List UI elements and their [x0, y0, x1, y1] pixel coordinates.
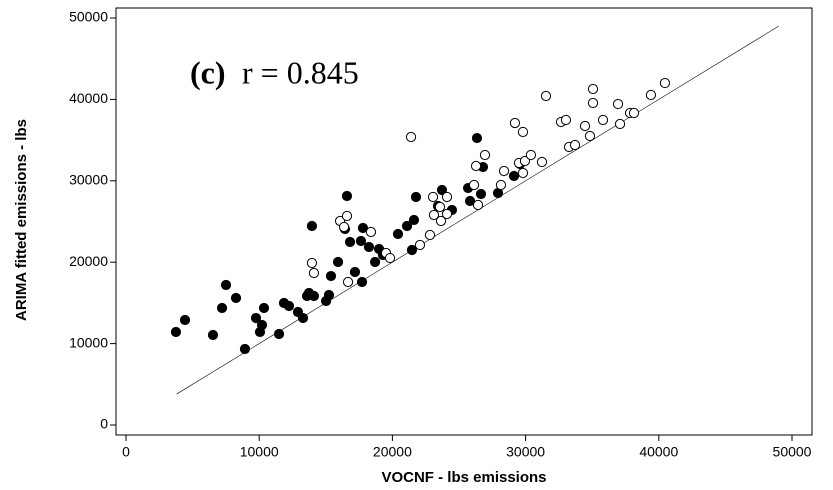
open-point: [424, 229, 436, 241]
open-point: [509, 117, 521, 129]
open-point: [587, 83, 599, 95]
y-tick-label: 10000: [69, 334, 108, 350]
x-tick-label: 0: [122, 444, 130, 460]
filled-point: [216, 302, 228, 314]
y-tick-label: 20000: [69, 253, 108, 269]
filled-point: [369, 256, 381, 268]
x-axis-label: VOCNF - lbs emissions: [381, 469, 546, 486]
open-point: [427, 191, 439, 203]
filled-point: [297, 312, 309, 324]
open-point: [645, 89, 657, 101]
filled-point: [471, 132, 483, 144]
y-axis-label: ARIMA fitted emissions - lbs: [13, 119, 30, 321]
open-point: [517, 126, 529, 138]
filled-point: [363, 241, 375, 253]
filled-point: [283, 300, 295, 312]
filled-point: [250, 312, 262, 324]
open-point: [365, 226, 377, 238]
filled-point: [325, 270, 337, 282]
open-point: [338, 221, 350, 233]
open-point: [517, 167, 529, 179]
open-point: [479, 149, 491, 161]
open-point: [435, 215, 447, 227]
x-tick-label: 50000: [773, 444, 812, 460]
open-point: [612, 98, 624, 110]
open-point: [597, 114, 609, 126]
open-point: [342, 276, 354, 288]
open-point: [587, 97, 599, 109]
filled-point: [357, 222, 369, 234]
y-tick-label: 50000: [69, 9, 108, 25]
open-point: [306, 257, 318, 269]
x-tick-label: 10000: [240, 444, 279, 460]
open-point: [405, 131, 417, 143]
filled-point: [406, 244, 418, 256]
filled-point: [256, 319, 268, 331]
open-point: [579, 120, 591, 132]
x-tick-label: 20000: [373, 444, 412, 460]
filled-point: [475, 188, 487, 200]
filled-point: [408, 214, 420, 226]
open-point: [468, 179, 480, 191]
filled-point: [464, 195, 476, 207]
correlation-label: r = 0.845: [242, 54, 359, 90]
open-point: [384, 252, 396, 264]
open-point: [584, 130, 596, 142]
panel-label: (c): [190, 54, 226, 90]
y-tick-label: 40000: [69, 90, 108, 106]
filled-point: [410, 191, 422, 203]
open-point: [470, 160, 482, 172]
open-point: [560, 114, 572, 126]
open-point: [614, 118, 626, 130]
open-point: [428, 209, 440, 221]
filled-point: [258, 302, 270, 314]
x-tick-label: 30000: [506, 444, 545, 460]
open-point: [341, 210, 353, 222]
open-point: [536, 156, 548, 168]
open-point: [414, 239, 426, 251]
filled-point: [344, 236, 356, 248]
filled-point: [230, 292, 242, 304]
filled-point: [508, 170, 520, 182]
filled-point: [273, 328, 285, 340]
open-point: [434, 201, 446, 213]
filled-point: [323, 289, 335, 301]
plot-frame: [115, 7, 813, 436]
open-point: [308, 267, 320, 279]
filled-point: [356, 276, 368, 288]
open-point: [498, 165, 510, 177]
filled-point: [401, 220, 413, 232]
open-point: [525, 149, 537, 161]
filled-point: [355, 235, 367, 247]
filled-point: [436, 184, 448, 196]
filled-point: [179, 314, 191, 326]
open-point: [495, 179, 507, 191]
filled-point: [207, 329, 219, 341]
filled-point: [332, 256, 344, 268]
filled-point: [392, 228, 404, 240]
filled-point: [220, 279, 232, 291]
filled-point: [341, 190, 353, 202]
open-point: [441, 208, 453, 220]
open-point: [472, 199, 484, 211]
open-point: [540, 90, 552, 102]
open-point: [659, 77, 671, 89]
filled-point: [239, 343, 251, 355]
open-point: [569, 139, 581, 151]
open-point: [519, 155, 531, 167]
filled-point: [170, 326, 182, 338]
y-tick-label: 0: [100, 416, 108, 432]
x-tick-label: 40000: [639, 444, 678, 460]
filled-point: [308, 290, 320, 302]
open-point: [441, 191, 453, 203]
open-point: [628, 107, 640, 119]
filled-point: [306, 220, 318, 232]
y-tick-label: 30000: [69, 172, 108, 188]
filled-point: [349, 266, 361, 278]
